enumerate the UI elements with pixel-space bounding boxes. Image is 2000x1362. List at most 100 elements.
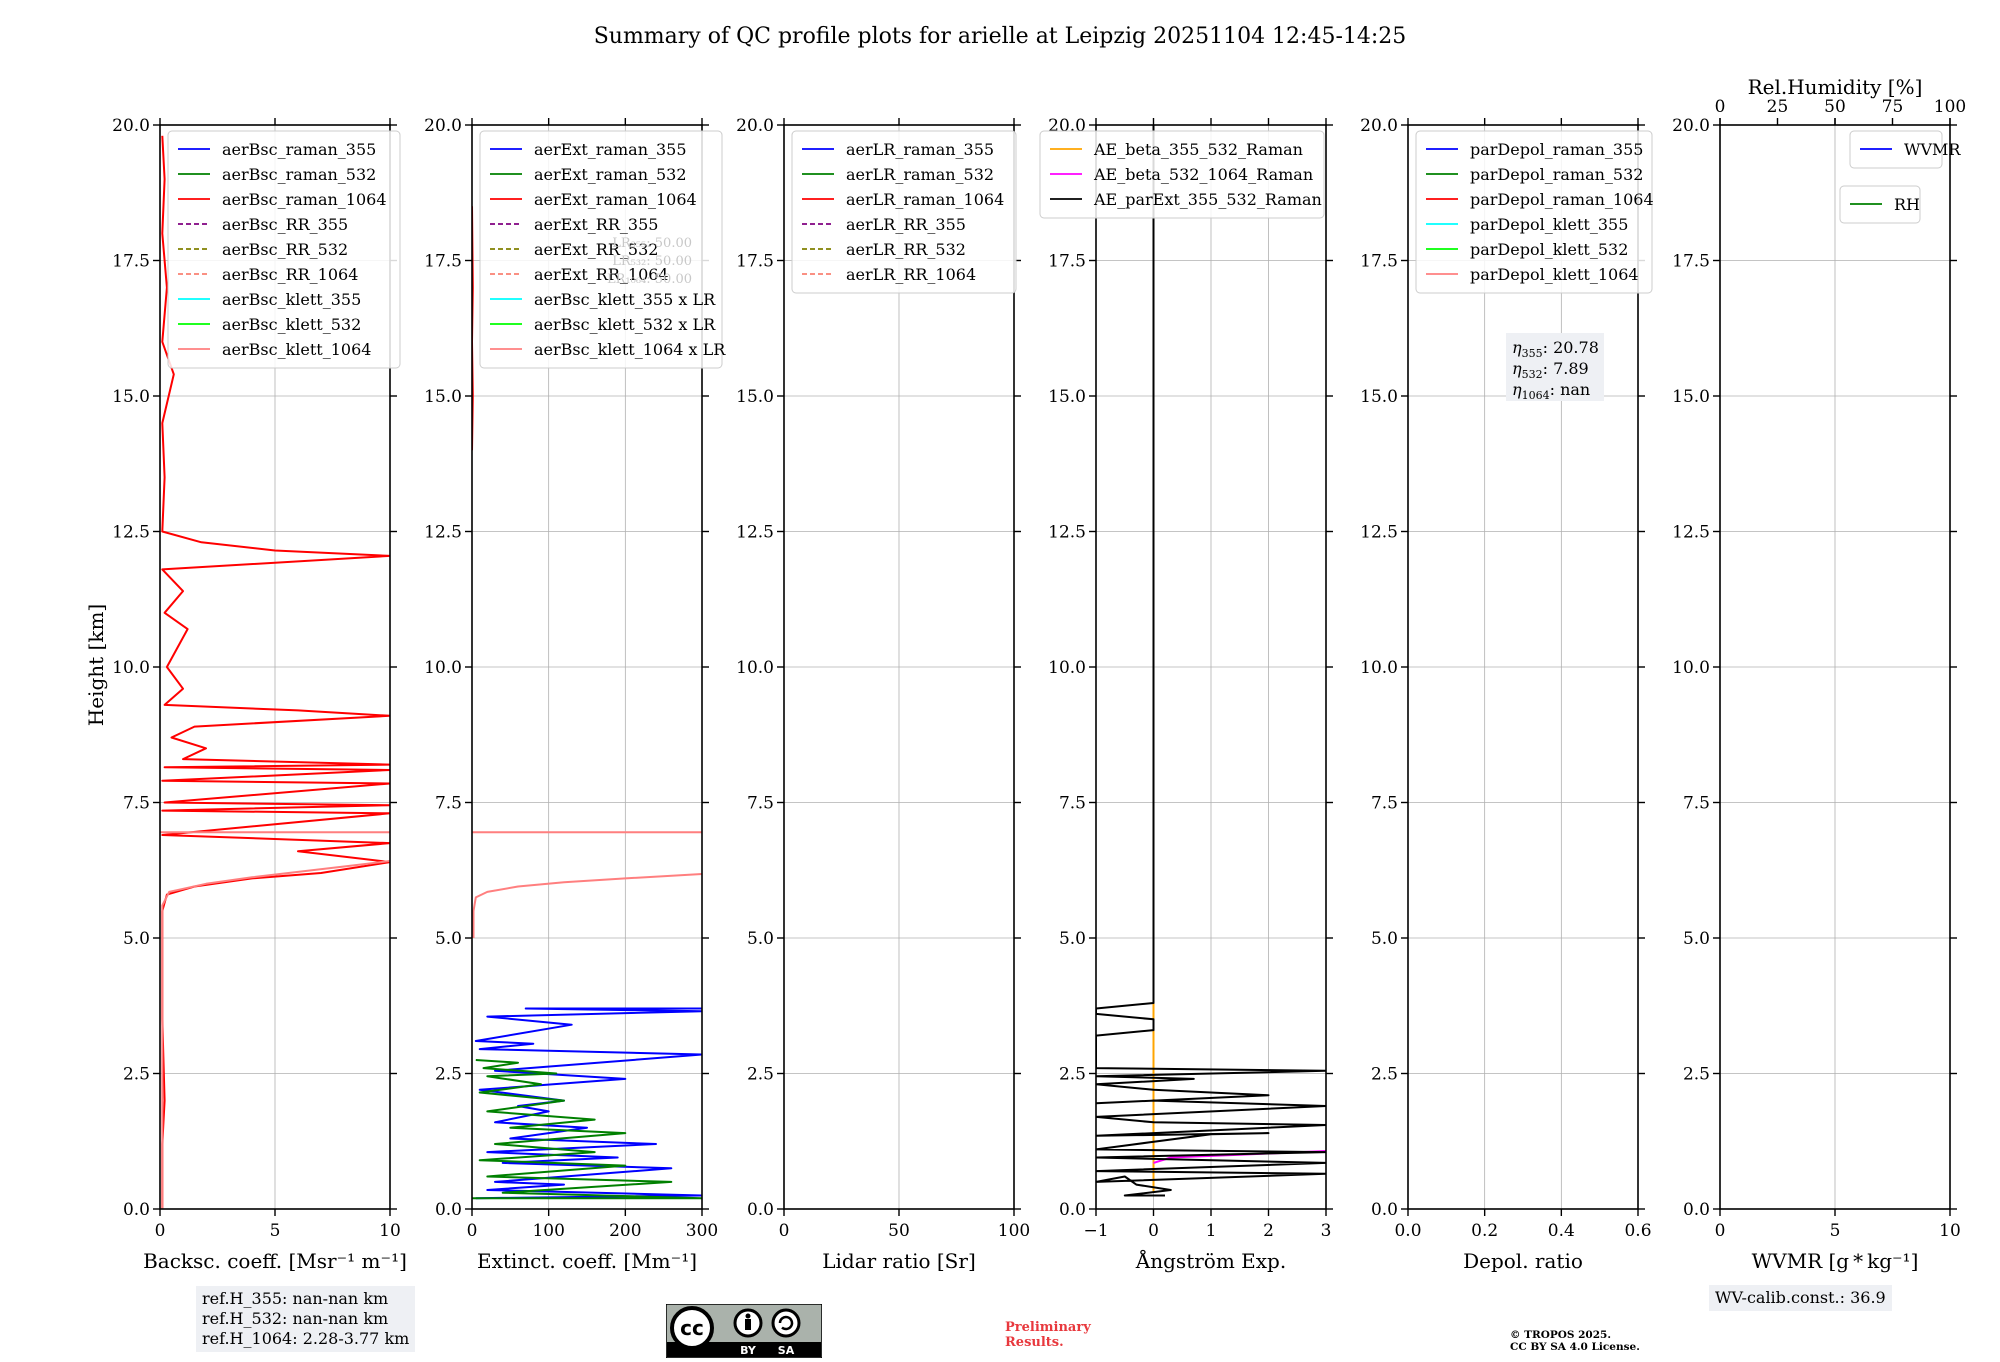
preliminary-line-1: Preliminary	[1005, 1320, 1091, 1335]
y-tick-label: 15.0	[1360, 387, 1398, 407]
series-group	[1096, 125, 1326, 1197]
legend-label: WVMR	[1904, 140, 1961, 159]
y-tick-label: 20.0	[424, 116, 462, 136]
ref-height-1064: ref.H_1064: 2.28-3.77 km	[202, 1329, 410, 1348]
preliminary-line-2: Results.	[1005, 1335, 1064, 1350]
y-tick-label: 7.5	[747, 794, 774, 814]
legend-label: parDepol_klett_532	[1470, 240, 1628, 259]
cc-icon: cc	[680, 1316, 704, 1340]
y-tick-label: 7.5	[1683, 794, 1710, 814]
ref-height-532: ref.H_532: nan-nan km	[202, 1309, 389, 1328]
lidar-ratio-note: LR₁₀₆₄: 50.00	[607, 272, 692, 287]
legend-label: aerBsc_RR_1064	[222, 265, 358, 284]
legend-ext: aerExt_raman_355 aerExt_raman_532 aerExt_r…	[479, 130, 726, 369]
wv-calib-box: WV-calib.const.: 36.9	[1709, 1285, 1892, 1311]
series-line-aerbsc-klett-1064	[161, 860, 390, 1209]
legend-label: aerBsc_klett_355	[222, 290, 361, 309]
y-tick-label: 2.5	[123, 1065, 150, 1085]
legend-wvmr: WVMR	[1849, 130, 1961, 169]
legend-label: parDepol_raman_355	[1470, 140, 1643, 159]
subplot-dep: 0.0 2.5 5.0 7.5 10.0 12.5 15.0 17.5 20.0 0.0 0.2 0.…	[1360, 116, 1654, 1273]
y-tick-label: 10.0	[112, 658, 150, 678]
top-x-tick-label: 0	[1715, 97, 1726, 117]
legend-label: aerExt_RR_1064	[534, 265, 669, 284]
x-tick-label: 200	[609, 1221, 641, 1241]
y-tick-label: 12.5	[424, 523, 462, 543]
eta-value: η1064: nan	[1512, 380, 1590, 402]
legend-frame	[1039, 130, 1325, 219]
legend-label: aerBsc_klett_355 x LR	[534, 290, 716, 309]
eta-value: η532: 7.89	[1512, 359, 1589, 381]
x-tick-label: 0.6	[1624, 1221, 1651, 1241]
x-tick-label: 3	[1321, 1221, 1332, 1241]
legend-label: RH	[1894, 195, 1920, 214]
y-tick-label: 17.5	[112, 252, 150, 272]
subplot-wv: 0.02.55.07.510.012.515.017.520.00 5 10WVMR…	[1672, 75, 1966, 1273]
share-alike-icon	[778, 1315, 794, 1331]
y-tick-label: 7.5	[1371, 794, 1398, 814]
legend-label: aerExt_RR_532	[534, 240, 658, 259]
y-tick-label: 15.0	[1672, 387, 1710, 407]
legend-label: aerExt_raman_1064	[534, 190, 697, 209]
y-tick-label: 2.5	[1371, 1065, 1398, 1085]
legend-frame	[791, 130, 1017, 294]
legend-label: aerBsc_klett_532 x LR	[534, 315, 716, 334]
y-tick-label: 5.0	[1683, 929, 1710, 949]
ref-height-box: ref.H_355: nan-nan km ref.H_532: nan-nan…	[196, 1286, 416, 1352]
x-tick-label: 100	[998, 1221, 1030, 1241]
y-tick-label: 15.0	[424, 387, 462, 407]
legend-label: aerBsc_raman_355	[222, 140, 376, 159]
series-line-aerext-raman-355	[474, 1007, 702, 1200]
subplots: 0.02.55.07.510.012.515.017.520.00 5 10Back…	[112, 75, 1966, 1273]
x-tick-label: 50	[888, 1221, 910, 1241]
legend-label: parDepol_raman_532	[1470, 165, 1643, 184]
x-tick-label: 1	[1206, 1221, 1217, 1241]
x-tick-label: 300	[686, 1221, 718, 1241]
y-tick-label: 20.0	[112, 116, 150, 136]
copyright-note: © TROPOS 2025. CC BY SA 4.0 License.	[1510, 1329, 1640, 1353]
series-line-aerbsc-klett-1064-x-lr	[472, 873, 702, 938]
x-axis-label: Ångström Exp.	[1135, 1248, 1286, 1273]
legend-label: aerLR_RR_1064	[846, 265, 976, 284]
top-x-tick-label: 25	[1767, 97, 1789, 117]
y-tick-label: 5.0	[1371, 929, 1398, 949]
y-tick-label: 2.5	[1683, 1065, 1710, 1085]
x-tick-label: 0	[155, 1221, 166, 1241]
y-tick-label: 7.5	[1059, 794, 1086, 814]
legend-label: aerLR_RR_532	[846, 240, 966, 259]
x-tick-label: 10	[1939, 1221, 1961, 1241]
top-x-tick-label: 50	[1824, 97, 1846, 117]
x-axis-label: Depol. ratio	[1463, 1249, 1583, 1273]
y-tick-label: 20.0	[1672, 116, 1710, 136]
y-tick-label: 2.5	[1059, 1065, 1086, 1085]
person-icon	[745, 1313, 751, 1319]
cc-by-label: BY	[740, 1344, 757, 1357]
legend-ae: AE_beta_355_532_Raman AE_beta_532_1064_Ra…	[1039, 130, 1325, 219]
legend-dep: parDepol_raman_355 parDepol_raman_532 parD…	[1415, 130, 1654, 294]
series-line-ae-parext-355-532-raman	[1096, 125, 1326, 1197]
legend-frame	[479, 130, 723, 369]
lidar-ratio-note: LR₅₃₂: 50.00	[612, 254, 692, 269]
legend-label: aerBsc_raman_532	[222, 165, 376, 184]
eta-value: η355: 20.78	[1512, 338, 1599, 360]
legend-label: aerExt_raman_355	[534, 140, 687, 159]
cc-sa-label: SA	[778, 1344, 795, 1357]
y-tick-label: 0.0	[747, 1200, 774, 1220]
y-tick-label: 20.0	[1360, 116, 1398, 136]
top-x-tick-label: 75	[1882, 97, 1904, 117]
legend-frame	[1849, 130, 1943, 169]
x-axis-label: Lidar ratio [Sr]	[822, 1249, 976, 1273]
wv-calib-const: WV-calib.const.: 36.9	[1715, 1288, 1886, 1307]
ref-height-355: ref.H_355: nan-nan km	[202, 1289, 389, 1308]
subplot-lr: 0.0 2.5 5.0 7.5 10.0 12.5 15.0 17.5 20.0 0 50 100 Li…	[736, 116, 1030, 1273]
y-tick-label: 5.0	[747, 929, 774, 949]
legend-label: AE_beta_532_1064_Raman	[1093, 165, 1313, 184]
subplot-bsc: 0.0 2.5 5.0 7.5 10.0 12.5 15.0 17.5 20.0 0 5 10 Back…	[112, 116, 407, 1273]
x-tick-label: 2	[1263, 1221, 1274, 1241]
legend-frame	[167, 130, 401, 369]
legend-label: aerBsc_RR_355	[222, 215, 348, 234]
legend-label: aerExt_RR_355	[534, 215, 658, 234]
y-tick-label: 0.0	[1371, 1200, 1398, 1220]
x-axis-label: WVMR [g * kg⁻¹]	[1752, 1249, 1919, 1273]
